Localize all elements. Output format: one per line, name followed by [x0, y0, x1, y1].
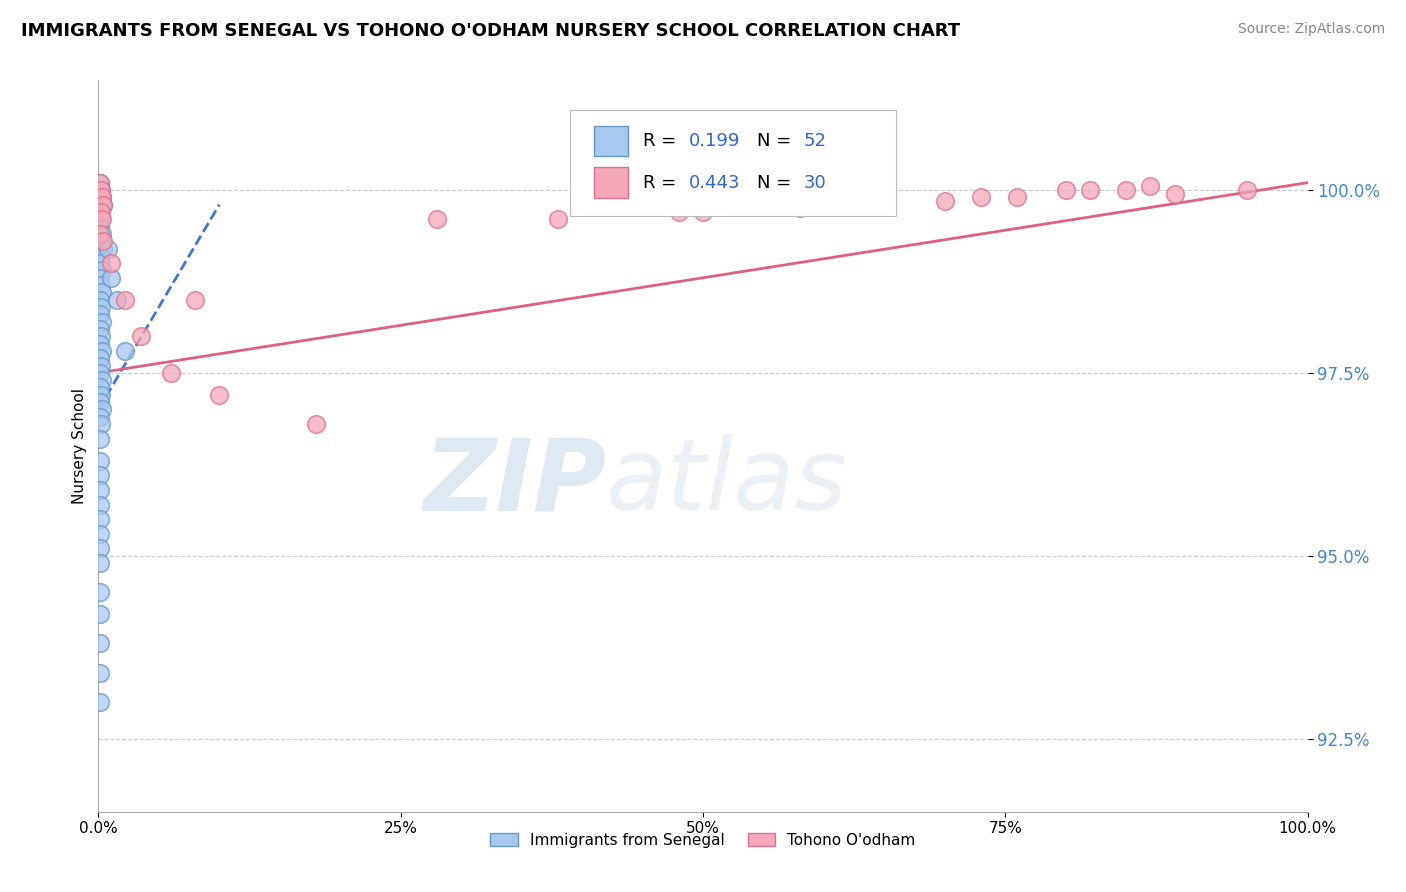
Point: [89, 556, 111, 570]
FancyBboxPatch shape: [569, 110, 897, 216]
Point: [970, 190, 993, 204]
Point: [91, 197, 114, 211]
Point: [89, 498, 111, 512]
Point: [1163, 186, 1185, 201]
Point: [91, 285, 114, 300]
Point: [129, 329, 152, 343]
Point: [91, 263, 114, 277]
Point: [90, 212, 112, 227]
Point: [89, 526, 111, 541]
Point: [160, 366, 183, 380]
Point: [90, 205, 112, 219]
Point: [1115, 183, 1137, 197]
Point: [1139, 179, 1161, 194]
Point: [426, 212, 449, 227]
Point: [97, 242, 120, 256]
Text: 52: 52: [803, 132, 827, 150]
Text: 0.443: 0.443: [689, 174, 740, 192]
Text: atlas: atlas: [606, 434, 848, 531]
Point: [89, 512, 111, 526]
Point: [91, 242, 114, 256]
Point: [89, 293, 111, 307]
Point: [813, 197, 835, 211]
Point: [89, 607, 111, 622]
Point: [100, 270, 122, 285]
Point: [89, 366, 111, 380]
Point: [91, 343, 114, 358]
Point: [89, 351, 111, 366]
Point: [91, 373, 114, 387]
Point: [91, 190, 114, 204]
Point: [90, 417, 112, 431]
Point: [90, 183, 112, 197]
Point: [89, 219, 111, 234]
Point: [90, 256, 112, 270]
Point: [100, 256, 122, 270]
Point: [89, 453, 111, 467]
Point: [91, 212, 114, 227]
Point: [1236, 183, 1258, 197]
Text: R =: R =: [643, 132, 682, 150]
Point: [305, 417, 328, 431]
Point: [547, 212, 569, 227]
Point: [89, 227, 111, 241]
Point: [208, 388, 231, 402]
Point: [90, 300, 112, 314]
Point: [90, 359, 112, 373]
Point: [89, 205, 111, 219]
Point: [89, 336, 111, 351]
Point: [789, 202, 811, 216]
Bar: [595, 126, 628, 156]
Point: [91, 315, 114, 329]
Point: [114, 293, 136, 307]
Point: [89, 395, 111, 409]
Point: [91, 234, 114, 248]
Point: [90, 183, 112, 197]
Point: [89, 585, 111, 599]
Text: 30: 30: [803, 174, 827, 192]
Text: IMMIGRANTS FROM SENEGAL VS TOHONO O'ODHAM NURSERY SCHOOL CORRELATION CHART: IMMIGRANTS FROM SENEGAL VS TOHONO O'ODHA…: [21, 22, 960, 40]
Text: R =: R =: [643, 174, 682, 192]
Point: [692, 205, 714, 219]
Text: N =: N =: [758, 132, 797, 150]
Point: [89, 176, 111, 190]
Point: [89, 307, 111, 321]
Point: [91, 190, 114, 204]
Point: [89, 483, 111, 497]
Point: [89, 409, 111, 424]
Point: [91, 402, 114, 417]
Point: [1078, 183, 1101, 197]
Point: [89, 636, 111, 650]
Point: [90, 278, 112, 293]
Point: [1007, 190, 1029, 204]
Point: [91, 197, 114, 211]
Point: [105, 293, 128, 307]
Point: [89, 695, 111, 709]
Bar: [595, 168, 628, 198]
Y-axis label: Nursery School: Nursery School: [72, 388, 87, 504]
Point: [89, 468, 111, 483]
Point: [184, 293, 207, 307]
Point: [89, 665, 111, 680]
Point: [1054, 183, 1077, 197]
Point: [89, 270, 111, 285]
Point: [114, 343, 136, 358]
Point: [89, 432, 111, 446]
Point: [90, 329, 112, 343]
Point: [668, 205, 690, 219]
Text: Source: ZipAtlas.com: Source: ZipAtlas.com: [1237, 22, 1385, 37]
Point: [91, 227, 114, 241]
Text: N =: N =: [758, 174, 797, 192]
Text: ZIP: ZIP: [423, 434, 606, 531]
Point: [89, 380, 111, 394]
Point: [89, 249, 111, 263]
Point: [90, 234, 112, 248]
Point: [90, 388, 112, 402]
Point: [934, 194, 956, 208]
Point: [89, 541, 111, 556]
Point: [89, 176, 111, 190]
Point: [89, 322, 111, 336]
Legend: Immigrants from Senegal, Tohono O'odham: Immigrants from Senegal, Tohono O'odham: [482, 825, 924, 855]
Text: 0.199: 0.199: [689, 132, 740, 150]
